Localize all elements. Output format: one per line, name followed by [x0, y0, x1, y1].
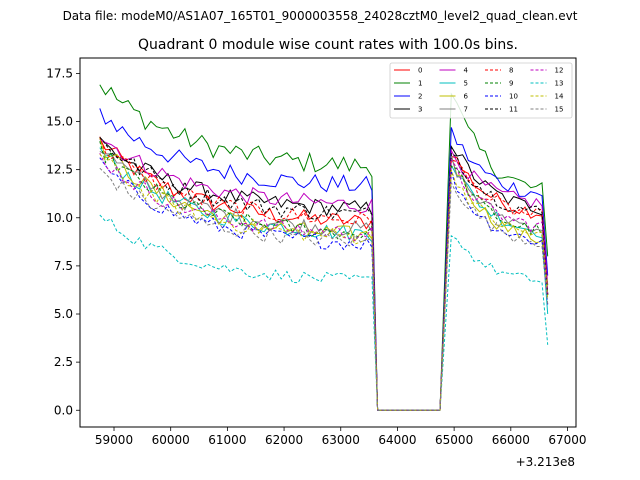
series-line-10 — [99, 157, 549, 411]
y-tick-label: 2.5 — [54, 355, 73, 369]
y-tick-label: 15.0 — [46, 115, 73, 129]
x-tick-label: 60000 — [152, 433, 190, 447]
legend-label: 13 — [555, 80, 564, 88]
legend-label: 14 — [555, 93, 564, 101]
chart-title: Quadrant 0 module wise count rates with … — [138, 37, 518, 53]
x-tick-label: 63000 — [322, 433, 360, 447]
x-tick-label: 62000 — [265, 433, 303, 447]
y-tick-label: 17.5 — [46, 66, 73, 80]
legend-label: 6 — [464, 93, 469, 101]
series-line-12 — [99, 152, 549, 411]
series-line-4 — [99, 139, 549, 411]
series-line-1 — [99, 84, 549, 411]
x-tick-label: 66000 — [492, 433, 530, 447]
series-line-14 — [99, 153, 549, 411]
legend-label: 8 — [509, 67, 513, 75]
series-line-13 — [99, 214, 549, 411]
x-tick-label: 64000 — [378, 433, 416, 447]
series-line-8 — [99, 136, 549, 411]
series-line-11 — [99, 136, 549, 411]
legend-label: 3 — [418, 106, 422, 114]
series-line-2 — [99, 108, 549, 411]
legend-label: 2 — [418, 93, 422, 101]
y-tick-label: 12.5 — [46, 163, 73, 177]
x-offset-label: +3.213e8 — [516, 455, 575, 469]
legend-label: 9 — [509, 80, 513, 88]
plot-frame — [79, 57, 577, 428]
legend-label: 12 — [555, 67, 564, 75]
series-line-3 — [99, 136, 549, 411]
x-tick-label: 67000 — [548, 433, 586, 447]
x-tick-label: 61000 — [208, 433, 246, 447]
y-tick-label: 10.0 — [46, 211, 73, 225]
x-tick-label: 59000 — [95, 433, 133, 447]
x-axis: 59000 60000 61000 62000 63000 64000 65000 66000… — [95, 427, 587, 447]
legend-box — [389, 62, 573, 119]
legend-label: 5 — [464, 80, 468, 88]
y-tick-label: 7.5 — [54, 259, 73, 273]
legend-label: 7 — [464, 106, 468, 114]
y-tick-label: 0.0 — [54, 403, 73, 417]
y-axis: 0.0 2.5 5.0 7.5 10.0 12.5 15.0 17.5 — [46, 66, 80, 417]
x-tick-label: 65000 — [435, 433, 473, 447]
series-line-15 — [99, 167, 549, 411]
suptitle: Data file: modeM0/AS1A07_165T01_90000035… — [63, 9, 578, 23]
legend-label: 15 — [555, 106, 564, 114]
legend-label: 0 — [418, 67, 422, 75]
legend-label: 11 — [509, 106, 518, 114]
series-line-6 — [99, 137, 549, 411]
series-line-9 — [99, 141, 549, 411]
legend-label: 4 — [464, 67, 469, 75]
legend-label: 10 — [509, 93, 518, 101]
legend-label: 1 — [418, 80, 422, 88]
y-tick-label: 5.0 — [54, 307, 73, 321]
series-layer — [99, 84, 549, 411]
